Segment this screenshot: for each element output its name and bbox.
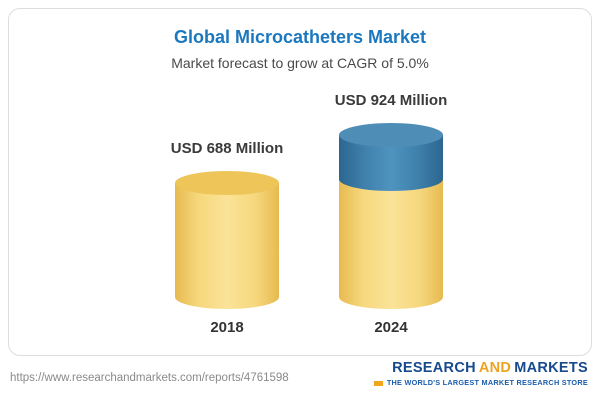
cylinder-2018 <box>175 171 279 309</box>
cylinder-2024-growth <box>339 123 443 191</box>
x-axis-label-2018: 2018 <box>210 319 244 336</box>
value-label-2024: USD 924 Million <box>334 92 448 109</box>
logo-accent-mark <box>373 380 383 386</box>
logo-wordmark: RESEARCH AND MARKETS <box>374 360 588 376</box>
logo-word-markets: MARKETS <box>514 360 588 376</box>
research-and-markets-logo: RESEARCH AND MARKETS THE WORLD'S LARGEST M… <box>373 360 588 387</box>
chart-subtitle: Market forecast to grow at CAGR of 5.0% <box>171 55 429 71</box>
chart-card: Global Microcatheters Market Market fore… <box>8 8 592 356</box>
logo-word-and: AND <box>478 360 512 376</box>
logo-tagline-text: THE WORLD'S LARGEST MARKET RESEARCH STOR… <box>386 378 588 387</box>
report-url: https://www.researchandmarkets.com/repor… <box>10 372 289 384</box>
logo-tagline: THE WORLD'S LARGEST MARKET RESEARCH STOR… <box>373 378 588 387</box>
value-label-2018: USD 688 Million <box>170 140 284 157</box>
logo-word-research: RESEARCH <box>392 360 476 376</box>
chart-title: Global Microcatheters Market <box>173 27 427 47</box>
x-axis-label-2024: 2024 <box>374 319 408 336</box>
